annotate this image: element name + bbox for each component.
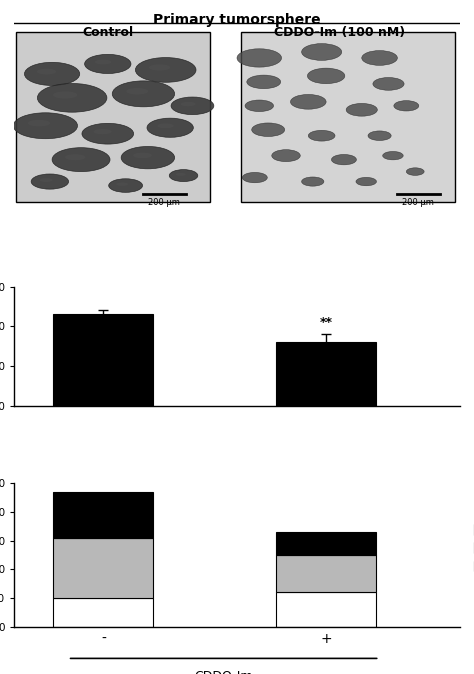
Ellipse shape — [37, 84, 107, 112]
Ellipse shape — [308, 130, 335, 141]
Ellipse shape — [394, 100, 419, 111]
Text: Primary tumorsphere: Primary tumorsphere — [153, 13, 321, 27]
Bar — [276, 592, 376, 627]
Text: 200 μm: 200 μm — [148, 197, 180, 206]
Ellipse shape — [147, 118, 193, 137]
Ellipse shape — [93, 129, 112, 134]
Ellipse shape — [406, 168, 424, 175]
Ellipse shape — [126, 88, 148, 94]
Ellipse shape — [136, 57, 196, 82]
Bar — [17, 32, 210, 202]
Bar — [53, 598, 154, 627]
Ellipse shape — [85, 55, 131, 73]
Text: 200 μm: 200 μm — [402, 197, 434, 206]
Ellipse shape — [121, 146, 174, 168]
Bar — [241, 32, 456, 202]
Bar — [276, 555, 376, 592]
Ellipse shape — [308, 68, 345, 84]
Ellipse shape — [272, 150, 300, 162]
Bar — [53, 315, 154, 406]
Ellipse shape — [133, 152, 152, 158]
Ellipse shape — [95, 59, 111, 65]
Ellipse shape — [169, 170, 198, 181]
Ellipse shape — [53, 92, 77, 98]
Bar — [53, 492, 154, 538]
Ellipse shape — [109, 179, 143, 192]
Text: Control: Control — [82, 26, 133, 39]
Ellipse shape — [368, 131, 391, 140]
Ellipse shape — [291, 94, 326, 109]
Ellipse shape — [242, 173, 267, 183]
Text: CDDO-Im: CDDO-Im — [194, 670, 253, 674]
Bar — [276, 342, 376, 406]
Ellipse shape — [383, 152, 403, 160]
Ellipse shape — [356, 177, 376, 186]
Ellipse shape — [331, 154, 356, 165]
Ellipse shape — [362, 51, 397, 65]
Ellipse shape — [39, 178, 53, 182]
Ellipse shape — [176, 173, 186, 176]
Ellipse shape — [116, 183, 128, 186]
Ellipse shape — [301, 44, 342, 61]
Ellipse shape — [82, 123, 134, 144]
Ellipse shape — [301, 177, 324, 186]
Ellipse shape — [245, 100, 273, 112]
Ellipse shape — [247, 75, 281, 89]
Bar — [53, 538, 154, 598]
Text: CDDO-Im (100 nM): CDDO-Im (100 nM) — [274, 26, 405, 39]
Ellipse shape — [237, 49, 282, 67]
Ellipse shape — [13, 113, 77, 139]
Ellipse shape — [25, 62, 80, 86]
Bar — [276, 532, 376, 555]
Ellipse shape — [346, 103, 377, 116]
Ellipse shape — [252, 123, 285, 137]
Ellipse shape — [65, 154, 85, 160]
Ellipse shape — [52, 148, 110, 172]
Ellipse shape — [149, 64, 170, 71]
Ellipse shape — [31, 174, 69, 189]
Ellipse shape — [373, 78, 404, 90]
Ellipse shape — [28, 120, 50, 127]
Text: **: ** — [319, 316, 333, 330]
Ellipse shape — [181, 102, 196, 106]
Ellipse shape — [171, 97, 214, 115]
Ellipse shape — [112, 81, 174, 106]
Ellipse shape — [157, 123, 173, 128]
Ellipse shape — [37, 69, 56, 75]
